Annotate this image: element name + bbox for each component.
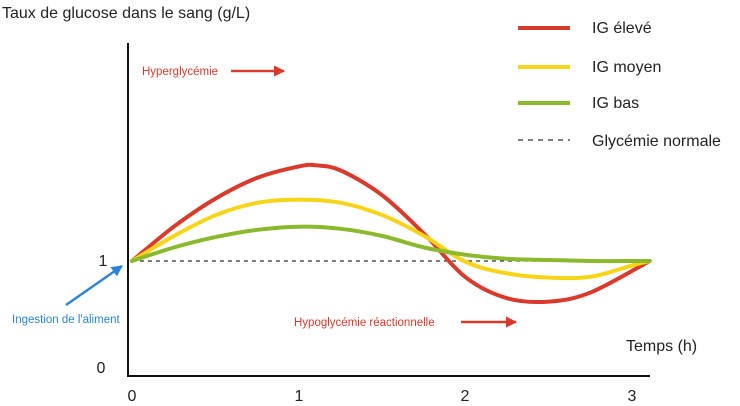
legend: IG élevé IG moyen IG bas Glycémie normal…	[518, 20, 721, 150]
x-tick-3: 3	[628, 388, 637, 405]
legend-label-ig-eleve: IG élevé	[592, 20, 652, 37]
x-axis-label: Temps (h)	[626, 338, 697, 355]
series-ig-moyen-line	[130, 197, 652, 281]
legend-label-ig-moyen: IG moyen	[592, 59, 661, 76]
series-ig-eleve-line	[130, 162, 652, 305]
x-tick-0: 0	[128, 388, 137, 405]
arrow-ingestion-icon	[65, 264, 123, 307]
annotation-hyperglycemie: Hyperglycémie	[142, 66, 218, 78]
annotation-ingestion: Ingestion de l'aliment	[12, 314, 120, 326]
series-ig-bas-line	[130, 224, 652, 264]
x-tick-2: 2	[461, 388, 470, 405]
x-tick-1: 1	[295, 388, 304, 405]
y-axis-label: Taux de glucose dans le sang (g/L)	[2, 5, 250, 22]
legend-label-glycemie-normale: Glycémie normale	[592, 133, 721, 150]
annotation-hypoglycemie: Hypoglycémie réactionnelle	[294, 317, 435, 329]
y-tick-0: 0	[97, 360, 106, 377]
legend-label-ig-bas: IG bas	[592, 95, 639, 112]
y-tick-1: 1	[99, 253, 108, 270]
